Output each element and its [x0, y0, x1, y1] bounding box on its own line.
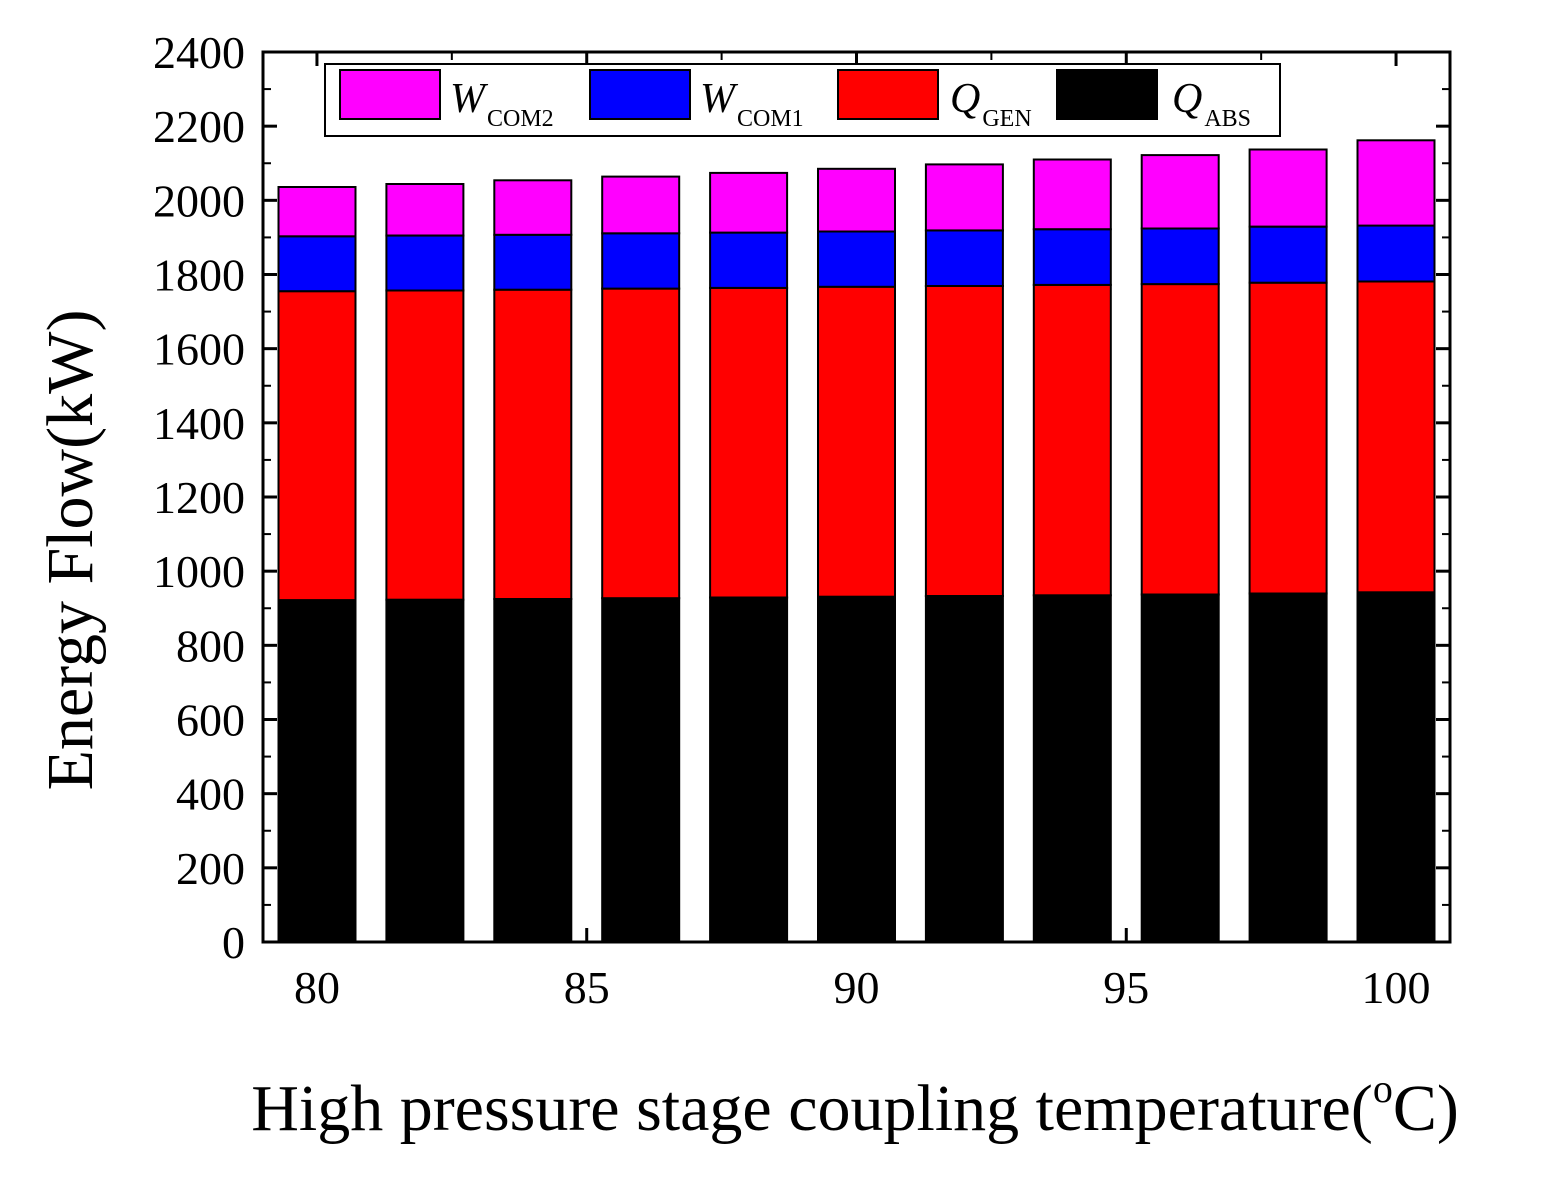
- bar-segment-W-COM1-96: [1140, 227, 1220, 286]
- bar-segment-W-COM1-90: [817, 230, 896, 288]
- bar-segment-Q-ABS-80: [277, 599, 357, 943]
- bar-segment-Q-ABS-92: [924, 595, 1004, 943]
- bar-segment-Q-GEN-88: [709, 286, 789, 599]
- bar-segment-W-COM2-88: [709, 171, 789, 234]
- legend-swatch-Q-GEN: [837, 69, 939, 120]
- bar-segment-W-COM1-98: [1248, 225, 1328, 284]
- bar-segment-W-COM1-88: [709, 231, 789, 289]
- y-tick-label: 1600: [153, 324, 245, 375]
- bar-segment-Q-ABS-82: [385, 598, 465, 943]
- bar-segment-W-COM1-80: [277, 235, 357, 293]
- x-tick-label: 90: [834, 962, 880, 1013]
- bar-segment-W-COM1-94: [1032, 228, 1112, 286]
- legend-swatch-Q-ABS: [1056, 69, 1158, 120]
- axis-ticks: [263, 50, 1450, 944]
- bar-segment-Q-ABS-96: [1140, 593, 1220, 943]
- legend-label-W-COM1: WCOM1: [700, 76, 804, 132]
- bar-segment-W-COM1-86: [601, 232, 681, 290]
- y-tick-label: 2000: [153, 175, 245, 226]
- bar-segment-Q-GEN-94: [1032, 283, 1112, 597]
- y-tick-label: 400: [176, 769, 245, 820]
- legend-label-Q-GEN: QGEN: [950, 76, 1032, 132]
- legend-label-subscript: ABS: [1204, 106, 1251, 132]
- bar-segment-Q-GEN-98: [1248, 281, 1328, 595]
- bar-segment-Q-ABS-88: [709, 596, 789, 943]
- bar-segment-Q-GEN-100: [1356, 280, 1436, 594]
- bar-segment-W-COM1-100: [1356, 224, 1436, 283]
- y-tick-label: 2400: [153, 27, 245, 78]
- x-axis-label-unit: C): [1393, 1072, 1459, 1145]
- bar-segment-Q-GEN-92: [924, 285, 1004, 597]
- bar-segment-W-COM2-100: [1356, 139, 1436, 227]
- y-axis-label: Energy Flow(kW): [34, 310, 107, 791]
- y-tick-label: 1000: [153, 546, 245, 597]
- legend-label-main: W: [700, 76, 739, 122]
- bar-segment-W-COM2-84: [493, 179, 573, 236]
- x-tick-label: 100: [1362, 962, 1431, 1013]
- x-tick-label: 95: [1103, 962, 1149, 1013]
- legend-swatch-W-COM2: [339, 69, 441, 120]
- bar-segment-W-COM1-82: [385, 234, 465, 292]
- bar-segment-W-COM2-96: [1140, 154, 1220, 230]
- x-axis-label-degree: o: [1373, 1066, 1393, 1111]
- legend-label-main: W: [450, 76, 489, 122]
- x-axis-label-main: High pressure stage coupling temperature…: [251, 1072, 1373, 1145]
- bar-segment-W-COM2-82: [385, 183, 465, 237]
- y-tick-label: 600: [176, 695, 245, 746]
- legend-label-subscript: COM1: [737, 106, 804, 132]
- y-tick-label: 1400: [153, 398, 245, 449]
- y-tick-label: 0: [222, 917, 245, 968]
- bar-segment-Q-GEN-82: [385, 289, 465, 601]
- y-tick-label: 200: [176, 843, 245, 894]
- bar-segment-Q-ABS-86: [601, 597, 681, 943]
- bar-segment-Q-GEN-90: [817, 285, 896, 598]
- bar-segment-W-COM2-80: [277, 186, 357, 238]
- bar-segment-Q-ABS-98: [1248, 592, 1328, 944]
- bar-segment-Q-GEN-80: [277, 290, 357, 602]
- x-tick-label: 80: [294, 962, 340, 1013]
- axis-tick-labels: 0 200 400 600 800 1000 1200 1400 1600 1800 2000 220…: [153, 27, 1431, 1013]
- bar-segment-W-COM2-92: [924, 163, 1004, 232]
- bar-segment-Q-ABS-94: [1032, 594, 1112, 943]
- legend-label-Q-ABS: QABS: [1172, 76, 1251, 132]
- legend-label-W-COM2: WCOM2: [450, 76, 554, 132]
- legend-swatch-W-COM1: [589, 69, 691, 120]
- bar-segment-W-COM2-90: [817, 167, 896, 233]
- y-tick-label: 1200: [153, 472, 245, 523]
- y-tick-label: 800: [176, 620, 245, 671]
- x-tick-label: 85: [564, 962, 610, 1013]
- x-axis-label: High pressure stage coupling temperature…: [251, 1066, 1459, 1145]
- legend-label-main: Q: [950, 76, 980, 122]
- bar-segment-Q-GEN-96: [1140, 283, 1220, 596]
- y-tick-label: 1800: [153, 250, 245, 301]
- bar-segment-Q-GEN-84: [493, 288, 573, 600]
- legend-label-subscript: COM2: [487, 106, 554, 132]
- y-tick-label: 2200: [153, 101, 245, 152]
- bar-segment-Q-ABS-100: [1356, 591, 1436, 943]
- bars-layer: [277, 139, 1436, 944]
- bar-segment-W-COM2-86: [601, 175, 681, 235]
- legend: WCOM2 WCOM1 QGEN QABS: [324, 63, 1281, 137]
- bar-segment-W-COM2-94: [1032, 158, 1112, 231]
- bar-segment-W-COM2-98: [1248, 148, 1328, 228]
- bar-segment-Q-ABS-84: [493, 598, 573, 943]
- bar-segment-Q-ABS-90: [817, 595, 896, 943]
- legend-label-subscript: GEN: [982, 106, 1031, 132]
- bar-segment-W-COM1-92: [924, 229, 1004, 287]
- bar-segment-Q-GEN-86: [601, 287, 681, 600]
- bar-segment-W-COM1-84: [493, 233, 573, 291]
- legend-label-main: Q: [1172, 76, 1202, 122]
